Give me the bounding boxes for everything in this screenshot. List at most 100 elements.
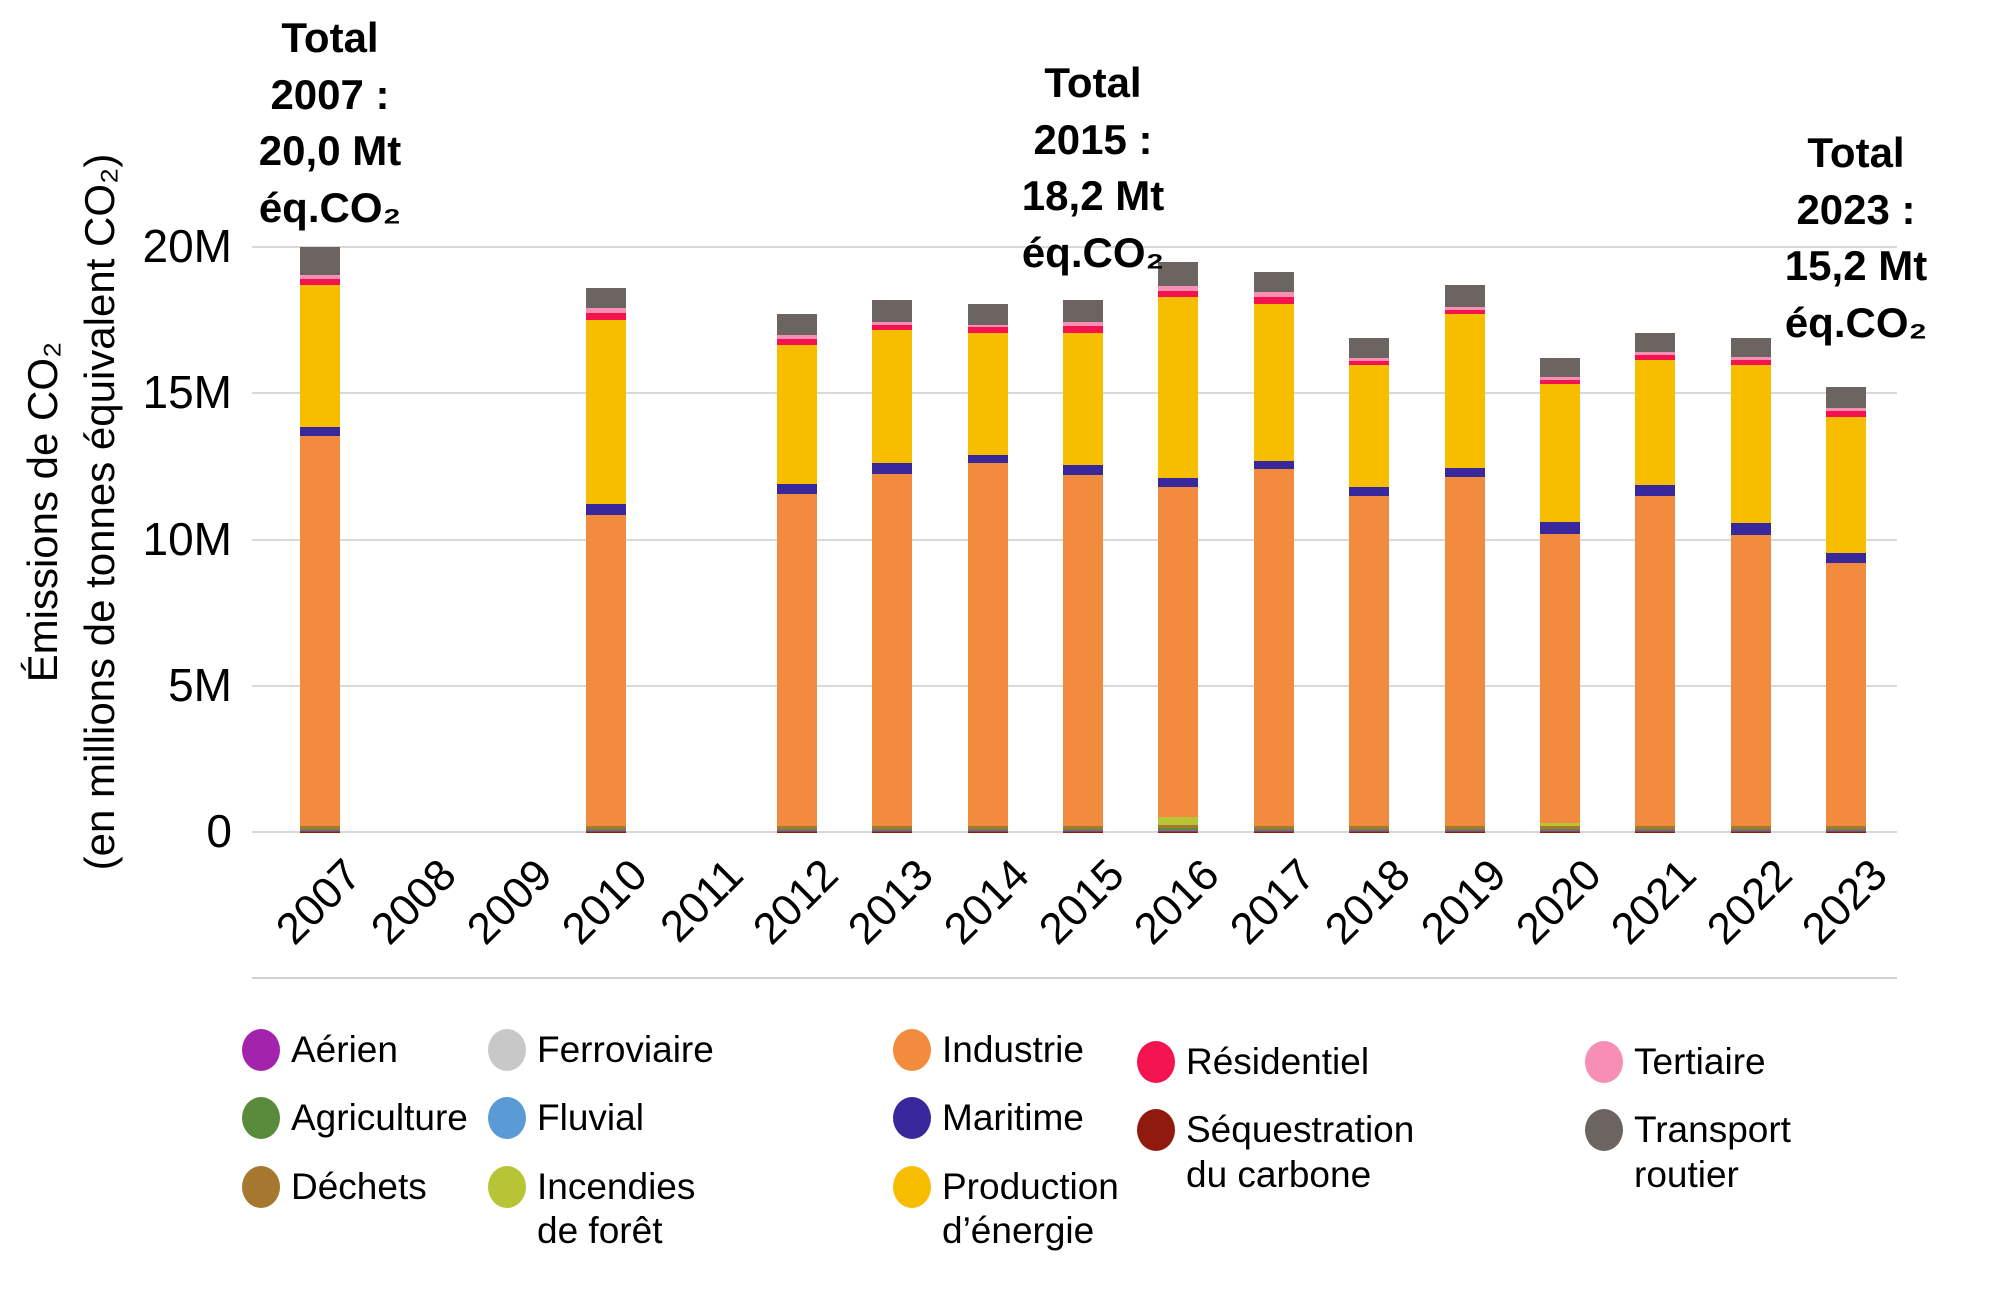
x-axis-label-2021: 2021 xyxy=(1602,850,1706,954)
bar-segment-agriculture-2015 xyxy=(1063,829,1103,831)
bar-segment-agriculture-2021 xyxy=(1635,829,1676,831)
bar-segment-agriculture-2007 xyxy=(300,829,340,831)
legend-column-2: Ferroviaire Fluvial Incendies de forêt xyxy=(488,1028,714,1278)
bar-segment-agriculture-2017 xyxy=(1253,829,1294,831)
bar-segment-residentiel-2013 xyxy=(872,324,913,331)
bar-segment-tertiaire-2023 xyxy=(1826,407,1866,411)
annotation-line: éq.CO₂ xyxy=(258,184,402,232)
bar-segment-residentiel-2017 xyxy=(1253,296,1294,305)
bar-segment-maritime-2013 xyxy=(872,463,913,474)
bar-segment-agriculture-2019 xyxy=(1444,829,1485,831)
legend-swatch-transport-icon xyxy=(1585,1109,1623,1152)
y-tick-label-15M: 15M xyxy=(142,366,232,419)
bar-segment-dechets-2021 xyxy=(1635,826,1676,830)
bar-segment-industrie-2021 xyxy=(1635,495,1676,827)
bar-segment-dechets-2023 xyxy=(1826,826,1866,830)
x-axis-label-2008: 2008 xyxy=(362,850,467,954)
bar-segment-production-2022 xyxy=(1730,365,1771,524)
bar-segment-industrie-2016 xyxy=(1158,486,1199,818)
bar-segment-transport-2017 xyxy=(1253,271,1294,293)
bar-segment-aerien-2023 xyxy=(1826,830,1866,832)
bar-segment-maritime-2014 xyxy=(967,454,1008,464)
legend-label-ferroviaire: Ferroviaire xyxy=(537,1029,714,1070)
bar-segment-tertiaire-2019 xyxy=(1444,306,1485,310)
legend-column-5: Tertiaire Transport routier xyxy=(1585,1040,1791,1221)
bar-segment-aerien-2013 xyxy=(872,830,913,832)
legend-item-fluvial: Fluvial xyxy=(488,1096,714,1140)
bar-segment-sequestration-2019 xyxy=(1444,832,1485,834)
bar-segment-dechets-2013 xyxy=(872,826,913,830)
legend-swatch-sequestration-icon xyxy=(1137,1109,1175,1152)
legend-label-incendies: Incendies de forêt xyxy=(537,1165,696,1252)
x-axis-label-2019: 2019 xyxy=(1411,850,1516,954)
bar-segment-sequestration-2021 xyxy=(1635,832,1676,834)
legend-item-maritime: Maritime xyxy=(893,1096,1119,1140)
annotation-total-2023: Total 2023 : 15,2 Mt éq.CO₂ xyxy=(1785,125,1927,352)
bar-segment-aerien-2018 xyxy=(1349,830,1390,832)
bar-segment-production-2010 xyxy=(586,320,627,505)
annotation-total-2007: Total 2007 : 20,0 Mt éq.CO₂ xyxy=(259,10,401,237)
bar-segment-sequestration-2015 xyxy=(1063,832,1103,834)
bar-segment-sequestration-2013 xyxy=(872,832,913,834)
bar-segment-transport-2022 xyxy=(1730,337,1771,357)
x-axis-label-2022: 2022 xyxy=(1697,850,1802,954)
bar-segment-transport-2021 xyxy=(1635,333,1676,353)
annotation-line: éq.CO₂ xyxy=(1784,299,1928,347)
bar-segment-agriculture-2012 xyxy=(776,829,817,831)
bar-segment-transport-2015 xyxy=(1063,299,1103,322)
legend-swatch-aerien-icon xyxy=(242,1029,280,1071)
legend-swatch-fluvial-icon xyxy=(488,1097,526,1140)
bar-segment-aerien-2012 xyxy=(776,830,817,832)
x-axis-label-2012: 2012 xyxy=(743,850,848,954)
bar-segment-aerien-2016 xyxy=(1158,830,1199,832)
legend-swatch-ferroviaire-icon xyxy=(488,1029,526,1071)
bar-segment-tertiaire-2020 xyxy=(1539,377,1580,381)
legend-label-aerien: Aérien xyxy=(291,1029,398,1070)
bar-segment-aerien-2022 xyxy=(1730,830,1771,832)
annotation-line: 15,2 Mt xyxy=(1784,242,1928,290)
bar-segment-production-2023 xyxy=(1826,416,1866,553)
legend-label-agriculture: Agriculture xyxy=(291,1097,468,1139)
bar-segment-transport-2016 xyxy=(1158,261,1199,287)
bar-segment-production-2016 xyxy=(1158,296,1199,479)
bar-segment-residentiel-2018 xyxy=(1349,361,1390,366)
legend-column-4: Résidentiel Séquestration du carbone xyxy=(1137,1040,1414,1221)
legend-item-sequestration: Séquestration du carbone xyxy=(1137,1108,1414,1197)
legend-item-industrie: Industrie xyxy=(893,1028,1119,1072)
bar-segment-maritime-2020 xyxy=(1539,521,1580,534)
bar-segment-sequestration-2017 xyxy=(1253,832,1294,834)
bar-segment-tertiaire-2012 xyxy=(776,334,817,340)
bar-segment-residentiel-2020 xyxy=(1539,380,1580,385)
bar-segment-sequestration-2020 xyxy=(1539,832,1580,834)
annotation-line: Total xyxy=(281,14,379,61)
bar-segment-tertiaire-2022 xyxy=(1730,356,1771,360)
legend-item-ferroviaire: Ferroviaire xyxy=(488,1028,714,1072)
bar-segment-dechets-2022 xyxy=(1730,826,1771,830)
legend-swatch-dechets-icon xyxy=(242,1165,280,1208)
bar-segment-maritime-2012 xyxy=(776,483,817,495)
bar-segment-residentiel-2015 xyxy=(1063,325,1103,334)
annotation-line: 2023 : xyxy=(1796,185,1916,233)
bar-segment-transport-2020 xyxy=(1539,358,1580,378)
bar-segment-dechets-2015 xyxy=(1063,826,1103,830)
bar-segment-production-2020 xyxy=(1539,384,1580,522)
legend-item-incendies: Incendies de forêt xyxy=(488,1165,714,1254)
bar-segment-dechets-2016 xyxy=(1158,824,1199,828)
bar-segment-transport-2012 xyxy=(776,314,817,335)
legend-item-production: Production d’énergie xyxy=(893,1165,1119,1254)
x-axis-label-2011: 2011 xyxy=(650,850,753,952)
annotation-line: 2007 : xyxy=(270,70,390,118)
x-axis-label-2013: 2013 xyxy=(839,850,943,954)
bar-segment-industrie-2010 xyxy=(586,514,627,827)
bar-segment-production-2012 xyxy=(776,344,817,484)
annotation-line: 2015 : xyxy=(1033,115,1153,163)
y-tick-label-10M: 10M xyxy=(142,512,232,565)
bar-segment-production-2021 xyxy=(1635,359,1676,486)
bar-segment-aerien-2021 xyxy=(1635,830,1676,832)
legend-label-transport: Transport routier xyxy=(1634,1109,1791,1195)
y-tick-label-0: 0 xyxy=(206,805,232,857)
x-axis-label-2009: 2009 xyxy=(457,850,562,954)
bar-segment-sequestration-2014 xyxy=(967,832,1008,834)
legend-label-residentiel: Résidentiel xyxy=(1186,1041,1370,1082)
